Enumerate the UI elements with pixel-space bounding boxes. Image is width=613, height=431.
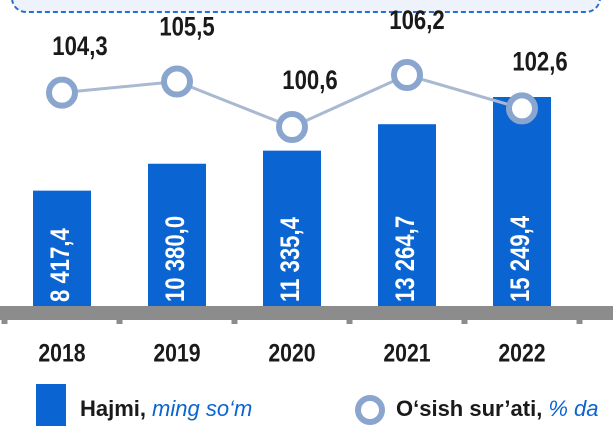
ground-ticks: [1, 306, 583, 324]
growth-value-label: 104,3: [52, 32, 107, 62]
ground-tick: [231, 306, 238, 324]
growth-point: [391, 59, 423, 91]
legend-bar: Hajmi, ming so‘m: [80, 396, 252, 421]
ground-tick: [1, 306, 8, 324]
bar: [493, 97, 551, 306]
x-tick-label: 2018: [38, 339, 85, 367]
legend-line-name: O‘sish sur’ati,: [396, 396, 542, 421]
bar: [263, 150, 321, 306]
growth-point: [276, 111, 308, 143]
bar-value-label: 15 249,4: [506, 216, 536, 302]
bar-value-label: 10 380,0: [161, 216, 191, 302]
x-tick-label: 2019: [153, 339, 200, 367]
growth-point: [506, 92, 538, 125]
bar: [148, 163, 206, 306]
bar-value-label: 8 417,4: [46, 228, 76, 302]
x-tick-label: 2021: [383, 339, 430, 367]
x-tick-label: 2020: [268, 339, 315, 367]
ground-tick: [576, 306, 583, 324]
legend-line-unit: % da: [548, 396, 598, 421]
growth-value-label: 105,5: [159, 13, 215, 43]
growth-value-label: 106,2: [389, 6, 444, 36]
ground-tick: [461, 306, 468, 324]
growth-point: [46, 76, 78, 109]
ground-tick: [116, 306, 123, 324]
x-tick-label: 2022: [498, 339, 545, 367]
ground-tick: [346, 306, 353, 324]
bar-value-label: 11 335,4: [276, 217, 306, 302]
top-frame: [11, 0, 601, 13]
ground: [0, 306, 613, 320]
bar: [33, 190, 91, 306]
legend-bar-unit: ming so‘m: [152, 396, 252, 421]
legend-bar-swatch: [36, 384, 66, 426]
growth-value-label: 100,6: [282, 66, 337, 96]
legend-line-swatch: [355, 395, 385, 425]
bar: [378, 124, 436, 306]
legend-bar-name: Hajmi,: [80, 396, 146, 421]
bar-value-label: 13 264,7: [391, 216, 421, 302]
growth-value-label: 102,6: [512, 48, 567, 78]
growth-point: [161, 65, 193, 98]
legend-line: O‘sish sur’ati,% da: [396, 396, 598, 421]
